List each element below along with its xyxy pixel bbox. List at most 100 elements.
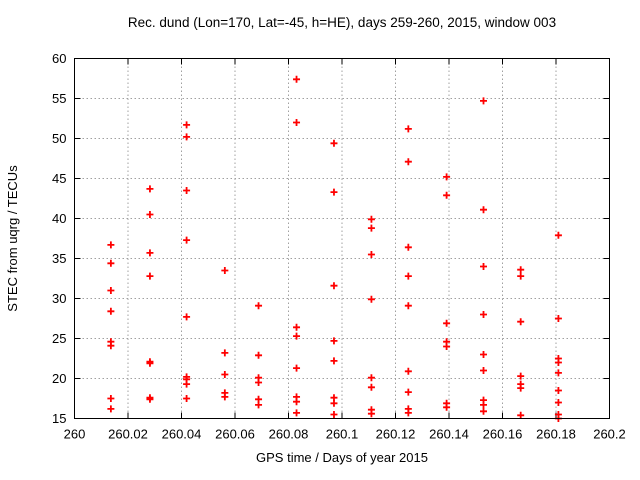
data-point-marker — [517, 372, 525, 380]
data-point-marker — [554, 315, 562, 322]
data-point-marker — [443, 403, 451, 411]
data-point-marker — [146, 272, 154, 280]
data-point-marker — [367, 224, 375, 232]
data-point-marker — [404, 367, 412, 375]
data-point-marker — [146, 359, 154, 367]
data-point-marker — [221, 393, 229, 401]
data-point-marker — [443, 173, 451, 181]
x-tick-label: 260.08 — [269, 427, 309, 442]
data-point-marker — [404, 272, 412, 280]
chart-title: Rec. dund (Lon=170, Lat=-45, h=HE), days… — [128, 15, 556, 30]
data-point-marker — [517, 318, 525, 326]
data-point-marker — [480, 206, 488, 214]
data-point-marker — [404, 158, 412, 166]
data-point-marker — [255, 302, 263, 310]
data-point-marker — [404, 302, 412, 310]
data-point-marker — [221, 267, 229, 274]
plot-border — [74, 58, 610, 419]
data-point-marker — [404, 409, 412, 417]
data-point-marker — [183, 395, 191, 402]
data-point-marker — [255, 379, 263, 386]
data-point-marker — [443, 343, 451, 350]
data-point-marker — [293, 398, 301, 406]
data-point-marker — [183, 133, 191, 141]
data-point-marker — [367, 410, 375, 418]
data-point-marker — [554, 387, 562, 394]
x-tick-label: 260.2 — [593, 427, 626, 442]
data-point-marker — [107, 241, 115, 249]
data-point-marker — [330, 357, 338, 365]
data-point-marker — [107, 405, 115, 413]
y-tick-label: 25 — [52, 331, 66, 346]
data-point-marker — [480, 401, 488, 409]
data-point-marker — [107, 307, 115, 315]
y-axis-label: STEC from uqrg / TECUs — [5, 165, 20, 312]
y-tick-label: 45 — [52, 171, 66, 186]
data-point-marker — [517, 384, 525, 392]
data-point-marker — [183, 187, 191, 194]
data-point-marker — [554, 369, 562, 377]
data-point-marker — [146, 249, 154, 257]
y-tick-label: 30 — [52, 291, 66, 306]
data-point-marker — [221, 349, 229, 357]
x-tick-label: 260.06 — [215, 427, 255, 442]
data-point-marker — [146, 211, 154, 218]
y-tick-label: 40 — [52, 211, 66, 226]
y-tick-label: 20 — [52, 371, 66, 386]
data-point-marker — [330, 139, 338, 147]
data-point-marker — [480, 407, 488, 415]
data-point-marker — [330, 282, 338, 290]
data-point-marker — [107, 259, 115, 267]
data-point-marker — [404, 388, 412, 396]
data-point-marker — [443, 191, 451, 199]
data-point-marker — [480, 367, 488, 374]
x-tick-label: 260.1 — [326, 427, 359, 442]
y-tick-label: 60 — [52, 51, 66, 66]
data-point-marker — [183, 121, 191, 129]
x-tick-label: 260.14 — [429, 427, 469, 442]
x-tick-label: 260.04 — [162, 427, 202, 442]
data-point-marker — [146, 185, 154, 193]
data-point-marker — [183, 313, 191, 321]
x-tick-label: 260.12 — [376, 427, 416, 442]
data-point-marker — [367, 374, 375, 382]
x-tick-label: 260.18 — [536, 427, 576, 442]
data-point-marker — [404, 243, 412, 251]
grid-lines — [74, 58, 610, 419]
data-point-marker — [480, 311, 488, 318]
data-point-marker — [146, 395, 154, 403]
data-point-marker — [330, 399, 338, 407]
y-tick-label: 15 — [52, 411, 66, 426]
data-point-marker — [517, 266, 525, 274]
data-point-marker — [517, 411, 525, 419]
tick-labels: 260 260.02 260.04 260.06 260.08 260.1 260.12 26… — [52, 51, 626, 442]
data-point-marker — [554, 399, 562, 406]
data-point-marker — [367, 295, 375, 303]
data-point-marker — [293, 364, 301, 372]
data-point-marker — [255, 401, 263, 409]
x-tick-label: 260 — [64, 427, 86, 442]
data-point-marker — [480, 263, 488, 270]
data-point-marker — [517, 272, 525, 280]
x-tick-label: 260.16 — [483, 427, 523, 442]
data-point-marker — [107, 287, 115, 294]
data-point-marker — [330, 337, 338, 345]
data-point-marker — [183, 236, 191, 244]
data-point-marker — [107, 342, 115, 350]
data-point-marker — [107, 395, 115, 402]
data-point-marker — [293, 409, 301, 417]
data-point-marker — [183, 380, 191, 388]
data-point-marker — [554, 231, 562, 239]
data-point-marker — [293, 323, 301, 331]
data-point-marker — [480, 351, 488, 358]
data-point-marker — [480, 97, 488, 105]
data-point-marker — [293, 332, 301, 340]
x-tick-label: 260.02 — [108, 427, 148, 442]
data-point-marker — [255, 351, 263, 359]
data-point-marker — [221, 371, 229, 378]
y-tick-label: 55 — [52, 91, 66, 106]
data-point-marker — [554, 359, 562, 366]
y-tick-label: 50 — [52, 131, 66, 146]
